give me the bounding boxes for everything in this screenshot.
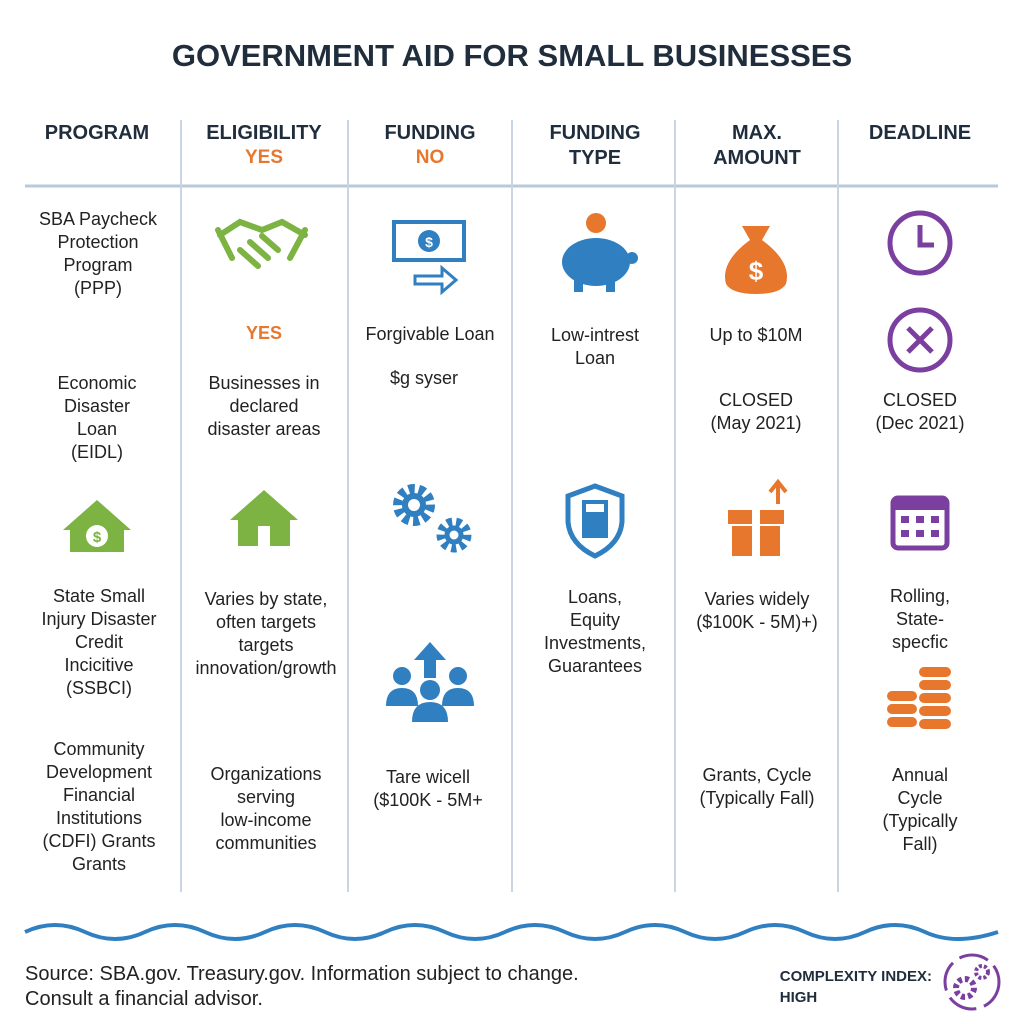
cell-text: Rolling, State-specfic xyxy=(889,586,951,652)
money-icon: $ xyxy=(392,220,466,296)
svg-text:$: $ xyxy=(425,234,433,250)
handshake-icon xyxy=(215,218,308,269)
column-header: FUNDING TYPE xyxy=(549,122,641,169)
cell-text: Grants, Cycle (Typically Fall) xyxy=(699,765,815,808)
shield-icon xyxy=(565,483,625,559)
cell-text: Organizations serving low-income communi… xyxy=(210,764,322,853)
cell-text: Varies widely ($100K - 5M)+) xyxy=(696,589,818,632)
cell-text: Up to $10M xyxy=(709,325,803,345)
program-name: State Small Injury Disaster Credit Incic… xyxy=(41,586,157,698)
column-header: FUNDING xyxy=(384,122,476,144)
source-note: Source: SBA.gov. Treasury.gov. Informati… xyxy=(25,963,579,1010)
people-icon xyxy=(386,642,474,722)
cell-text: CLOSED (Dec 2021) xyxy=(875,390,965,433)
column-header: PROGRAM xyxy=(44,122,150,144)
title: GOVERNMENT AID FOR SMALL BUSINESSES xyxy=(171,38,853,73)
cell-text: YES xyxy=(245,323,283,343)
cell-text: Tare wicell ($100K - 5M+ xyxy=(373,767,483,810)
coins-icon xyxy=(885,665,953,731)
program-name: Economic Disaster Loan (EIDL) xyxy=(57,373,137,462)
cell-text: Forgivable Loan xyxy=(365,324,495,344)
closed-icon xyxy=(887,307,953,373)
complexity-label: COMPLEXITY INDEX: HIGH xyxy=(779,968,932,1006)
cell-text: Varies by state, often targets targets i… xyxy=(195,589,337,678)
cell-text: Loans, Equity Investments, Guarantees xyxy=(543,587,647,676)
piggy-icon xyxy=(562,213,638,292)
svg-text:$: $ xyxy=(749,256,764,286)
column-header: DEADLINE xyxy=(868,122,972,144)
gears-icon xyxy=(393,484,472,553)
cell-text: Low-intrest Loan xyxy=(550,325,640,368)
calendar-icon xyxy=(890,495,950,551)
money-bag-icon: $ xyxy=(725,226,787,294)
cell-text: Businesses in declared disaster areas xyxy=(207,373,321,439)
program-name: Community Development Financial Institut… xyxy=(42,739,156,874)
wave xyxy=(24,923,999,941)
cell-text: $g syser xyxy=(389,368,459,388)
column-header: ELIGIBILITY xyxy=(206,122,322,144)
complexity-icon xyxy=(943,953,1001,1011)
column-tag: NO xyxy=(415,147,445,168)
program-name: SBA Paycheck Protection Program (PPP) xyxy=(38,209,158,298)
gift-icon xyxy=(728,478,788,556)
house-icon xyxy=(230,490,298,546)
column-header: MAX. AMOUNT xyxy=(713,122,801,169)
column-tag: YES xyxy=(244,147,284,168)
svg-text:$: $ xyxy=(93,529,102,546)
column-dividers xyxy=(180,120,839,892)
clock-icon xyxy=(887,210,953,276)
house-dollar-icon: $ xyxy=(63,500,131,552)
cell-text: CLOSED (May 2021) xyxy=(710,390,802,433)
cell-text: Annual Cycle (Typically Fall) xyxy=(882,765,958,854)
